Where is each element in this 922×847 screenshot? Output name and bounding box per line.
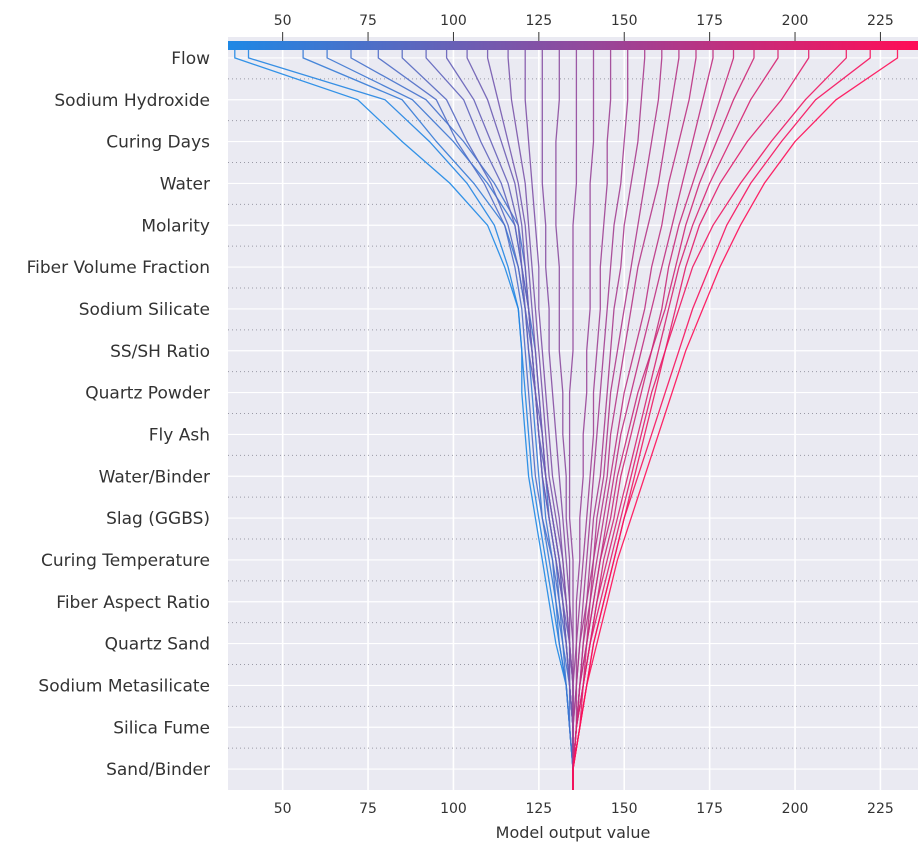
bottom-tick-labels: 50 75 100 125 150 175 200 225 [274,801,894,817]
bottom-tick-label: 200 [782,801,809,817]
bottom-tick-label: 225 [867,801,894,817]
feature-label: Curing Days [106,133,210,153]
bottom-tick-label: 50 [274,801,292,817]
feature-label: Fiber Volume Fraction [27,258,210,278]
feature-label: Fly Ash [149,425,210,445]
top-tick-label: 150 [611,13,638,29]
feature-label: Molarity [141,216,210,236]
top-tick-label: 50 [274,13,292,29]
bottom-tick-label: 150 [611,801,638,817]
feature-labels: Flow Sodium Hydroxide Curing Days Water Mola… [27,49,211,780]
colorbar [228,41,918,50]
top-tick-labels: 50 75 100 125 150 175 200 225 [274,13,894,41]
feature-label: Fiber Aspect Ratio [56,593,210,613]
feature-label: Quartz Powder [85,384,210,404]
bottom-tick-label: 75 [359,801,377,817]
decision-path [486,41,574,790]
top-tick-label: 225 [867,13,894,29]
feature-label: Silica Fume [113,718,210,738]
feature-label: Sodium Silicate [79,300,210,320]
top-tick-label: 175 [696,13,723,29]
feature-label: Curing Temperature [41,551,210,571]
bottom-tick-label: 100 [440,801,467,817]
decision-path [572,41,810,790]
top-tick-label: 75 [359,13,377,29]
decision-path [572,41,714,790]
feature-label: Flow [171,49,210,69]
feature-label: Water [160,174,210,194]
x-axis-label: Model output value [496,823,651,842]
top-tick-label: 100 [440,13,467,29]
feature-label: Water/Binder [99,467,210,487]
bottom-tick-label: 125 [525,801,552,817]
top-tick-label: 125 [525,13,552,29]
feature-label: Sand/Binder [106,760,210,780]
feature-label: Slag (GGBS) [106,509,210,529]
decision-paths [234,41,899,790]
feature-label: Sodium Hydroxide [54,91,210,111]
decision-path [572,41,595,790]
feature-label: Sodium Metasilicate [38,676,210,696]
colorbar-bar [228,41,918,50]
top-tick-label: 200 [782,13,809,29]
decision-path [572,41,899,790]
decision-path [572,41,646,790]
feature-label: SS/SH Ratio [110,342,210,362]
bottom-tick-label: 175 [696,801,723,817]
feature-label: Quartz Sand [105,635,210,655]
